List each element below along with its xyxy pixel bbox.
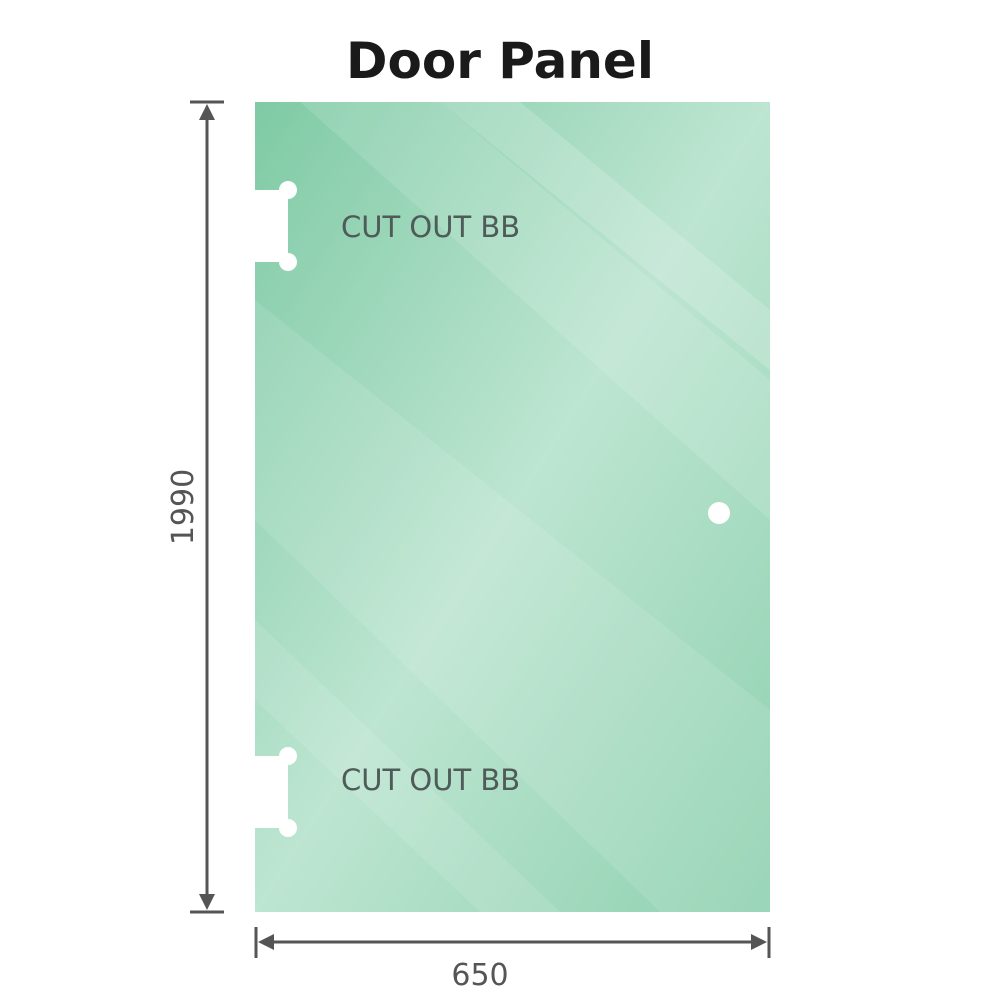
- diagram-title: Door Panel: [346, 32, 654, 90]
- cutout-label-bottom: CUT OUT BB: [341, 763, 520, 797]
- width-dimension: [254, 927, 771, 958]
- height-label: 1990: [166, 469, 201, 545]
- glass-reflections: [255, 102, 770, 912]
- height-dimension: [190, 100, 224, 914]
- width-label: 650: [451, 958, 508, 993]
- cutout-label-top: CUT OUT BB: [341, 210, 520, 244]
- handle-hole: [708, 502, 730, 524]
- glass-panel: [250, 102, 770, 912]
- cutout-top: [250, 181, 297, 271]
- cutout-bottom: [250, 747, 297, 837]
